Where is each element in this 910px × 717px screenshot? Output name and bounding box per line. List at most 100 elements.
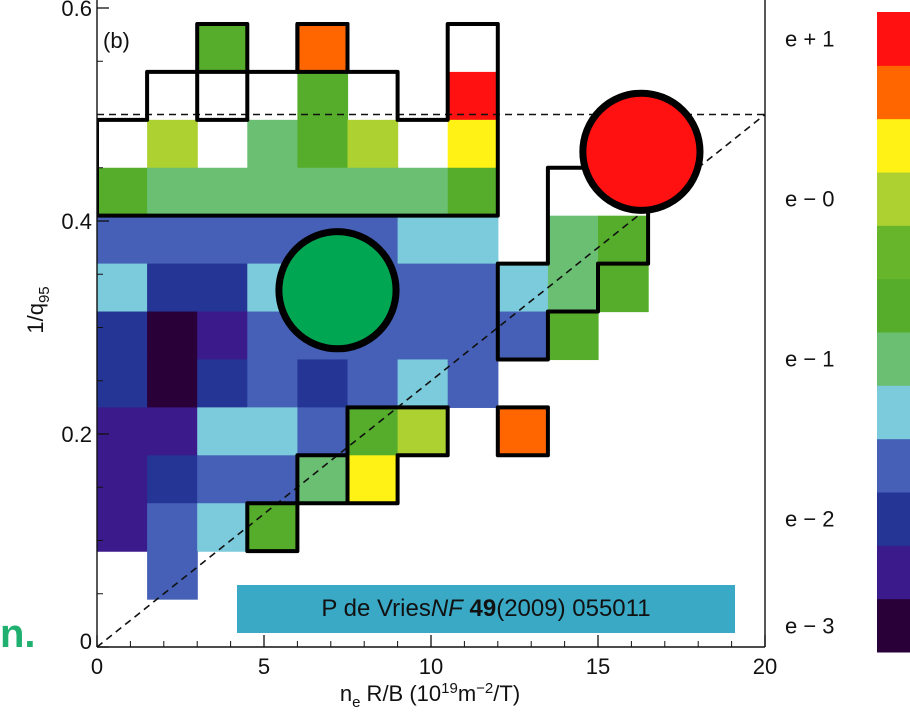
heatmap-cell (97, 503, 148, 552)
colorbar-swatch (877, 385, 910, 440)
heatmap-cell (147, 359, 198, 408)
colorbar-swatch (877, 492, 910, 546)
heatmap-cell (347, 167, 399, 217)
heatmap-cell (598, 263, 649, 313)
heatmap-cell (147, 311, 198, 361)
circle-marker (579, 89, 704, 214)
heatmap-cell (97, 455, 148, 504)
heatmap-cell (497, 311, 549, 361)
heatmap-cell (447, 167, 499, 217)
heatmap-cell (97, 263, 148, 313)
heatmap-cell (347, 359, 399, 408)
colorbar (877, 12, 910, 653)
heatmap-cell (247, 359, 298, 408)
colorbar-label: e + 1 (785, 27, 835, 52)
heatmap-cell (197, 23, 248, 73)
colorbar-swatch (877, 332, 910, 386)
citation-volume: 49 (469, 595, 497, 622)
heatmap-cell (97, 311, 148, 361)
x-axis-label: ne R/B (1019m−2/T) (340, 680, 520, 711)
colorbar-label: e − 0 (785, 187, 835, 212)
x-tick-label: 0 (91, 654, 103, 679)
heatmap-cell (97, 407, 148, 456)
colorbar-swatch (877, 598, 910, 653)
heatmap-cell (197, 215, 248, 265)
circle-marker (275, 228, 400, 353)
heatmap-cell (297, 119, 349, 169)
x-axis-ticks: 0 5 10 15 20 (91, 635, 777, 679)
panel-label: (b) (103, 28, 130, 53)
outlined-region (245, 405, 450, 554)
heatmap-cell (297, 71, 349, 121)
y-tick-label: 0.4 (61, 209, 92, 234)
heatmap-cell (447, 311, 499, 361)
heatmap-cell (147, 167, 198, 217)
y-tick-label: 0.6 (61, 0, 92, 21)
heatmap-cell (447, 71, 499, 121)
heatmap-cell (547, 263, 599, 313)
heatmap-cells (97, 23, 649, 600)
colorbar-label: e − 2 (785, 507, 835, 532)
colorbar-swatch (877, 118, 910, 173)
outlined-regions (97, 21, 651, 554)
citation-journal: NF (430, 595, 463, 622)
heatmap-cell (547, 215, 599, 265)
heatmap-cell (297, 23, 349, 73)
colorbar-swatch (877, 438, 910, 493)
citation-box: P de Vries NF 49 (2009) 055011 (237, 585, 735, 633)
heatmap-cell (197, 503, 248, 552)
heatmap-cell (347, 119, 399, 169)
colorbar-label: e − 1 (785, 347, 835, 372)
heatmap-cell (197, 167, 248, 217)
heatmap-cell (347, 455, 399, 504)
colorbar-label: e − 3 (785, 613, 835, 638)
outlined-region (495, 405, 550, 458)
x-tick-label: 15 (586, 654, 610, 679)
heatmap-cell (397, 215, 449, 265)
heatmap-cell (147, 215, 198, 265)
heatmap-cell (197, 263, 248, 313)
heatmap-cell (397, 359, 449, 408)
outlined-region (97, 21, 500, 218)
heatmap-cell (147, 263, 198, 313)
heatmap-cell (447, 359, 499, 408)
citation-rest: (2009) 055011 (496, 595, 651, 622)
heatmap-cell (397, 263, 449, 313)
heatmap-cell (397, 407, 449, 456)
outlined-region (495, 165, 651, 362)
heatmap-cell (598, 215, 649, 265)
x-tick-label: 20 (753, 654, 777, 679)
heatmap-cell (397, 167, 449, 217)
colorbar-swatch (877, 172, 910, 226)
heatmap-cell (497, 407, 549, 456)
heatmap-cell (347, 407, 399, 456)
cropped-text-fragment: n. (0, 612, 36, 656)
heatmap-cell (397, 311, 449, 361)
colorbar-labels: e + 1 e − 0 e − 1 e − 2 e − 3 (785, 27, 835, 639)
x-tick-label: 5 (258, 654, 270, 679)
heatmap-cell (197, 311, 248, 361)
colorbar-swatch (877, 12, 910, 66)
heatmap-cell (447, 263, 499, 313)
heatmap-cell (247, 119, 298, 169)
colorbar-swatch (877, 278, 910, 333)
heatmap-cell (147, 503, 198, 552)
heatmap-cell (97, 167, 148, 217)
heatmap-cell (297, 455, 349, 504)
heatmap-cell (97, 215, 148, 265)
heatmap-cell (247, 455, 298, 504)
heatmap-cell (247, 503, 298, 552)
heatmap-cell (197, 407, 248, 456)
heatmap-cell (297, 167, 349, 217)
heatmap-cell (147, 407, 198, 456)
y-axis-label: 1/q95 (23, 286, 53, 333)
heatmap-cell (547, 311, 599, 361)
colorbar-swatch (877, 65, 910, 120)
heatmap-cell (97, 359, 148, 408)
citation-author: P de Vries (321, 595, 431, 622)
x-tick-label: 10 (419, 654, 443, 679)
heatmap-cell (147, 551, 198, 600)
heatmap-cell (447, 119, 499, 169)
y-tick-label: 0.2 (61, 422, 92, 447)
